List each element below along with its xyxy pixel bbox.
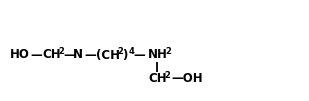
Text: —: —: [30, 48, 42, 62]
Text: 2: 2: [164, 72, 170, 80]
Text: —: —: [84, 48, 96, 62]
Text: CH: CH: [148, 73, 167, 86]
Text: N: N: [73, 48, 83, 62]
Text: HO: HO: [10, 48, 30, 62]
Text: CH: CH: [42, 48, 61, 62]
Text: NH: NH: [148, 48, 168, 62]
Text: 2: 2: [58, 47, 64, 56]
Text: (CH: (CH: [96, 48, 120, 62]
Text: —: —: [63, 48, 75, 62]
Text: ): ): [122, 48, 127, 62]
Text: 2: 2: [117, 47, 123, 56]
Text: 4: 4: [129, 47, 135, 56]
Text: 2: 2: [165, 47, 171, 56]
Text: —: —: [133, 48, 145, 62]
Text: —OH: —OH: [171, 73, 203, 86]
